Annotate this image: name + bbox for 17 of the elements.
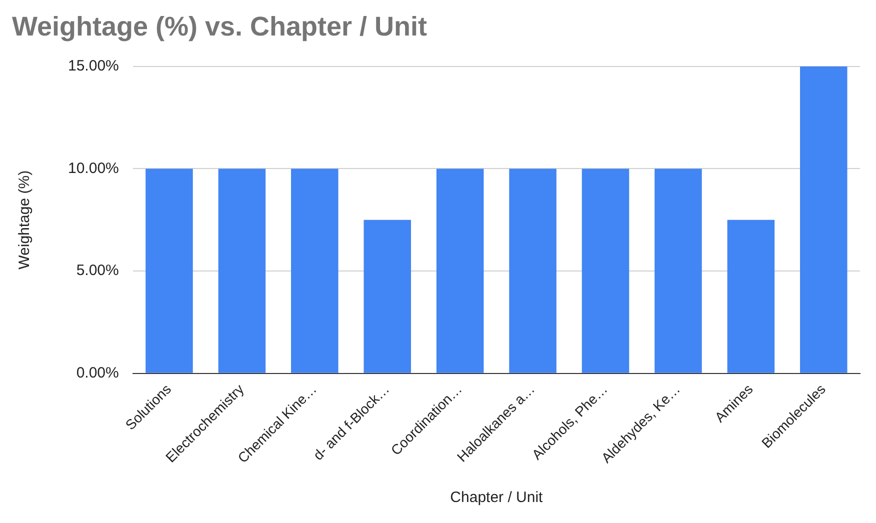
bar xyxy=(436,168,484,373)
y-tick-label: 15.00% xyxy=(68,58,119,75)
y-tick-label: 0.00% xyxy=(76,364,119,382)
bar xyxy=(654,168,702,373)
bar xyxy=(291,168,338,373)
y-axis-title: Weightage (%) xyxy=(16,170,34,270)
bar xyxy=(218,168,266,373)
bar xyxy=(582,168,630,373)
bar xyxy=(146,168,193,373)
bar xyxy=(509,168,556,373)
x-axis-title: Chapter / Unit xyxy=(450,489,544,506)
chart-title: Weightage (%) vs. Chapter / Unit xyxy=(12,12,428,42)
y-tick-label: 5.00% xyxy=(76,262,119,280)
bar xyxy=(800,66,848,373)
bar xyxy=(727,220,775,373)
bar xyxy=(364,220,411,373)
y-tick-label: 10.00% xyxy=(68,160,119,177)
